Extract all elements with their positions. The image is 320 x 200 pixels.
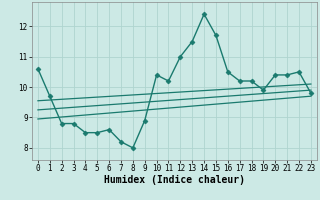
X-axis label: Humidex (Indice chaleur): Humidex (Indice chaleur) (104, 175, 245, 185)
